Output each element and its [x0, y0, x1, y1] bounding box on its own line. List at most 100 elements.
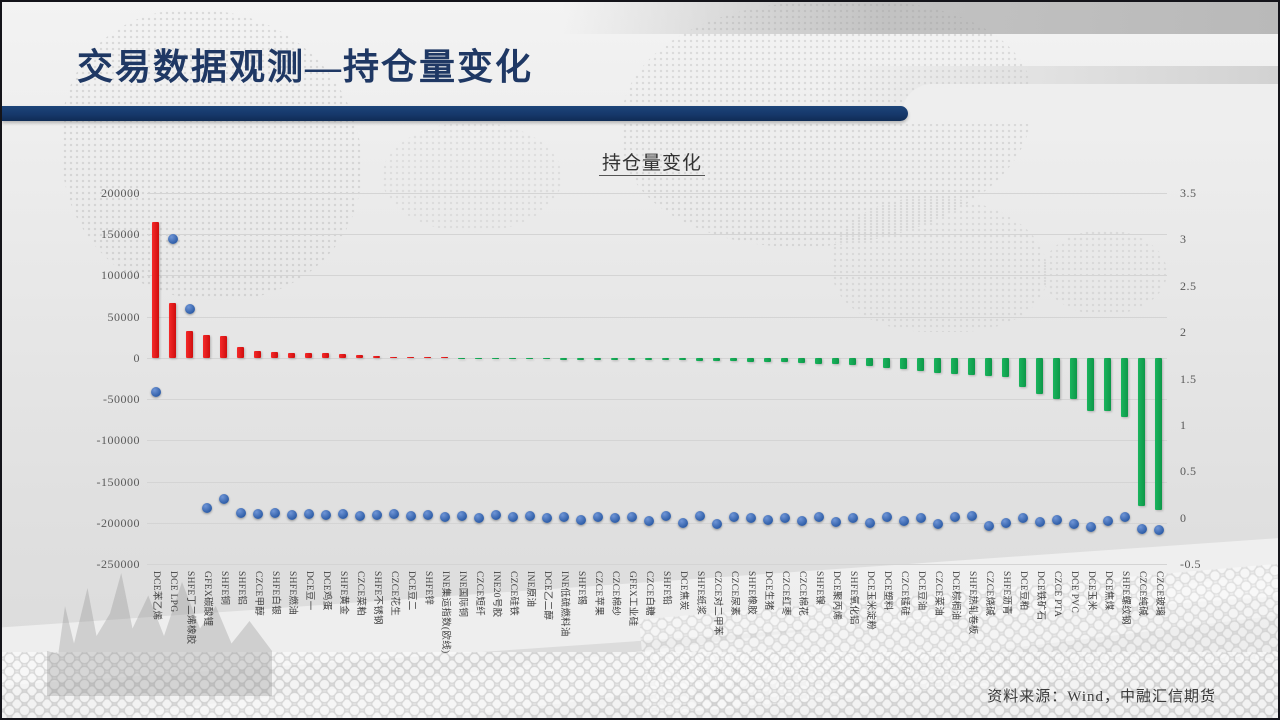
scatter-dot [371, 509, 382, 520]
left-axis-tick: -50000 [103, 392, 140, 407]
scatter-dot [575, 515, 586, 526]
left-axis-tick: 200000 [101, 186, 140, 200]
bar-negative [628, 357, 635, 360]
left-axis-tick: -250000 [96, 557, 140, 571]
background-hex-pattern [2, 652, 1278, 718]
scatter-dot [473, 512, 484, 523]
scatter-dot [1119, 511, 1130, 522]
x-axis-label: GFEX工业硅 [627, 571, 637, 627]
x-axis-label: SHFE橡胶 [746, 571, 756, 616]
x-axis-label: CZCE花生 [389, 571, 399, 617]
background-dot-map-patch [62, 10, 362, 300]
bar-negative [645, 357, 652, 360]
bar-negative [798, 357, 805, 363]
x-axis-label: CZCE纯碱 [1137, 571, 1147, 617]
bar-negative [594, 357, 601, 360]
x-axis-label: DCE苯乙烯 [151, 571, 161, 621]
left-axis-tick: -150000 [96, 474, 140, 489]
scatter-dot [286, 509, 297, 520]
bar-negative [713, 357, 720, 361]
bar-positive [169, 303, 176, 358]
scatter-dot [915, 512, 926, 523]
scatter-dot [745, 512, 756, 523]
scatter-dot [864, 518, 875, 529]
x-axis-label: DCE乙二醇 [542, 571, 552, 621]
left-axis-tick: -100000 [96, 433, 140, 448]
gridline [147, 193, 1167, 194]
x-axis-label: SHFE镍 [814, 571, 824, 606]
scatter-dot [1051, 515, 1062, 526]
right-axis-tick: 0.5 [1180, 464, 1197, 479]
bar-positive [220, 335, 227, 358]
x-axis-label: DCE豆粕 [1018, 571, 1028, 611]
x-axis-label: DCE塑料 [882, 571, 892, 611]
x-axis-label: SHFE燃油 [287, 571, 297, 616]
bar-negative [849, 357, 856, 366]
x-axis-label: INE低硫燃料油 [559, 571, 569, 637]
scatter-dot [1034, 517, 1045, 528]
bar-negative [679, 357, 686, 361]
scatter-dot [779, 512, 790, 523]
gridline [147, 481, 1167, 483]
bar-negative [730, 357, 737, 362]
left-axis-tick: 0 [133, 350, 140, 365]
x-axis-label: SHFE热轧卷板 [967, 571, 977, 635]
bar-negative [883, 357, 890, 368]
scatter-dot [201, 503, 212, 514]
scatter-dot [1000, 518, 1011, 529]
scatter-dot [643, 516, 654, 527]
bar-negative [1138, 357, 1145, 507]
bar-negative [526, 357, 533, 360]
x-axis-label: DCE焦炭 [678, 571, 688, 611]
bar-negative [458, 357, 465, 359]
bar-positive [339, 353, 346, 358]
x-axis-label: CZCE白糖 [644, 571, 654, 617]
scatter-dot [269, 507, 280, 518]
background-top-gray-band [562, 2, 1278, 34]
x-axis-label: CZCE PTA [1052, 571, 1062, 618]
bar-negative [560, 357, 567, 360]
x-axis-label: DCE玉米淀粉 [865, 571, 875, 631]
scatter-dot [184, 303, 195, 314]
right-axis-tick: 3 [1180, 232, 1187, 247]
scatter-dot [847, 512, 858, 523]
x-axis-label: DCE豆油 [916, 571, 926, 611]
x-axis-label: INE20号胶 [491, 571, 501, 618]
bar-negative [1019, 357, 1026, 387]
gridline [147, 357, 1167, 359]
right-axis-tick: 0 [1180, 510, 1187, 525]
x-axis-label: CZCE棉花 [797, 571, 807, 617]
left-axis-tick: 50000 [107, 309, 140, 324]
scatter-dot [1136, 523, 1147, 534]
scatter-dot [456, 510, 467, 521]
scatter-dot [592, 511, 603, 522]
bar-negative [577, 357, 584, 360]
scatter-dot [609, 512, 620, 523]
right-axis-tick: 2 [1180, 325, 1187, 340]
x-axis-label: SHFE丁二烯橡胶 [185, 571, 195, 645]
x-axis-label: DCE PVC [1069, 571, 1079, 613]
bar-negative [662, 357, 669, 361]
scatter-dot [1102, 516, 1113, 527]
background-dot-map-patch [382, 122, 562, 232]
scatter-dot [677, 518, 688, 529]
x-axis-label: INE集运指数(欧线) [440, 571, 450, 654]
x-axis-label: SHFE白银 [270, 571, 280, 616]
scatter-dot [303, 508, 314, 519]
scatter-dot [167, 234, 178, 245]
x-axis-label: CZCE硅铁 [508, 571, 518, 617]
x-axis-label: CZCE烧碱 [984, 571, 994, 617]
gridline [147, 399, 1167, 401]
bar-positive [373, 355, 380, 358]
x-axis-label: DCE聚丙烯 [831, 571, 841, 621]
bar-positive [305, 352, 312, 358]
bar-positive [356, 354, 363, 358]
bar-negative [866, 357, 873, 367]
bar-negative [611, 357, 618, 360]
bar-negative [509, 357, 516, 359]
bar-negative [1121, 357, 1128, 418]
bar-positive [152, 221, 159, 358]
scatter-dot [388, 508, 399, 519]
